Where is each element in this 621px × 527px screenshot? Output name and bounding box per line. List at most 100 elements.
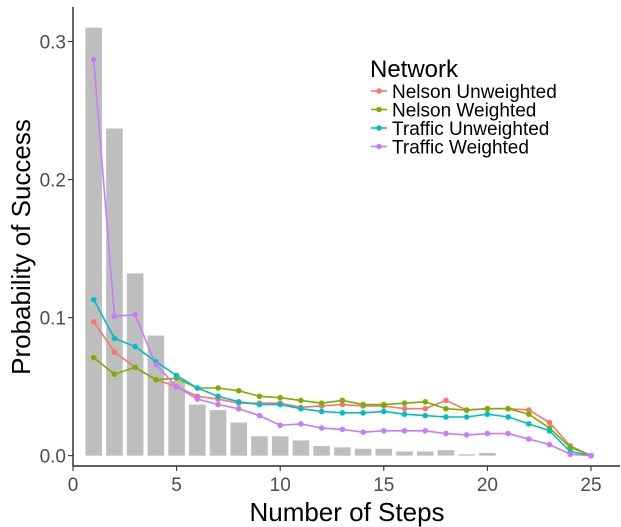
series-1-point-16 <box>401 400 408 406</box>
legend-label-0: Nelson Unweighted <box>392 82 557 103</box>
series-1-point-20 <box>484 405 491 412</box>
series-2-point-2 <box>111 335 118 342</box>
x-tick-label: 0 <box>68 475 79 496</box>
y-tick-label: 0.2 <box>40 171 66 192</box>
series-2-point-1 <box>90 296 97 303</box>
series-1-point-3 <box>132 364 138 371</box>
series-2-point-14 <box>360 410 366 416</box>
y-tick-label: 0.1 <box>40 309 66 330</box>
bar-step-1 <box>85 27 103 456</box>
series-2-point-7 <box>215 393 221 400</box>
series-0-point-18 <box>443 397 449 404</box>
x-tick-label: 20 <box>477 475 498 496</box>
bar-step-18 <box>437 450 455 456</box>
bar-step-13 <box>334 447 351 456</box>
series-1-point-14 <box>360 401 366 408</box>
legend-label-1: Nelson Weighted <box>392 101 536 122</box>
series-1-point-9 <box>256 393 263 400</box>
series-3-point-6 <box>194 396 201 402</box>
bars-layer <box>85 27 600 456</box>
series-3-point-17 <box>422 427 429 434</box>
bar-step-17 <box>416 451 434 456</box>
bar-step-20 <box>479 452 496 456</box>
series-0-point-2 <box>111 349 118 355</box>
series-3-point-14 <box>360 429 366 435</box>
series-1-point-24 <box>567 444 574 451</box>
series-1-point-22 <box>526 411 532 418</box>
series-3-point-22 <box>526 436 532 442</box>
y-tick-label: 0.0 <box>40 447 66 468</box>
bar-step-5 <box>168 381 185 456</box>
series-2-point-16 <box>401 411 408 418</box>
series-3-point-23 <box>546 441 553 448</box>
series-2-point-19 <box>463 414 470 420</box>
bar-step-2 <box>106 128 123 456</box>
series-1-point-18 <box>443 405 449 412</box>
x-tick-label: 15 <box>373 475 394 496</box>
series-3-point-12 <box>318 425 325 431</box>
series-3-point-5 <box>173 383 180 390</box>
series-1-point-21 <box>505 405 511 412</box>
series-2-point-23 <box>546 427 553 434</box>
bar-step-12 <box>313 445 330 456</box>
series-3-point-18 <box>443 430 449 437</box>
series-1-point-15 <box>380 401 387 408</box>
series-2-point-9 <box>256 401 263 408</box>
series-3-point-1 <box>90 56 97 63</box>
legend-key-point-2 <box>376 125 382 131</box>
series-1-point-12 <box>318 400 325 406</box>
bar-step-4 <box>147 335 165 456</box>
series-0-point-22 <box>526 407 532 413</box>
bar-step-6 <box>189 404 206 456</box>
series-3-point-9 <box>256 412 263 419</box>
x-tick-label: 25 <box>580 475 601 496</box>
bar-step-7 <box>209 410 227 456</box>
series-3-point-19 <box>463 432 470 438</box>
series-3-point-4 <box>153 361 159 368</box>
ticks-layer: 0 5 10 15 20 25 0.0 0.1 0.2 0.3 <box>40 33 602 496</box>
series-0-point-1 <box>90 318 97 325</box>
series-0-point-23 <box>546 419 553 426</box>
y-tick-label: 0.3 <box>40 33 66 54</box>
series-2-point-11 <box>298 405 304 412</box>
series-3-point-13 <box>339 426 346 433</box>
series-2-point-22 <box>526 421 532 427</box>
series-2-point-6 <box>194 385 201 391</box>
series-3-point-11 <box>298 421 304 427</box>
series-0-point-13 <box>339 401 346 408</box>
series-3-point-3 <box>132 312 138 318</box>
legend-title: Network <box>370 56 459 83</box>
legend-key-point-1 <box>376 106 382 113</box>
bar-step-14 <box>354 448 372 456</box>
series-2-point-10 <box>277 401 283 408</box>
series-2-point-17 <box>422 412 429 419</box>
bar-step-15 <box>375 448 393 456</box>
series-1-point-2 <box>111 371 118 378</box>
series-3-point-8 <box>235 405 242 412</box>
series-1-point-10 <box>277 394 283 401</box>
bar-step-11 <box>292 440 310 456</box>
y-axis-title: Probability of Success <box>6 119 36 375</box>
legend-key-point-3 <box>376 143 382 150</box>
series-1-point-17 <box>422 399 429 405</box>
series-1-point-19 <box>463 407 470 413</box>
series-2-point-8 <box>235 399 242 405</box>
legend-label-3: Traffic Weighted <box>392 138 529 159</box>
series-0-point-16 <box>401 405 408 412</box>
bar-step-8 <box>230 422 248 456</box>
axes-layer <box>72 7 620 467</box>
series-1-point-8 <box>235 387 242 394</box>
x-tick-label: 5 <box>171 475 182 496</box>
bar-step-10 <box>271 436 289 456</box>
series-2-point-20 <box>484 411 491 418</box>
series-2-point-18 <box>443 414 449 420</box>
bar-step-19 <box>458 454 475 456</box>
series-1-point-7 <box>215 385 221 391</box>
series-3-point-24 <box>567 451 574 458</box>
series-0-point-17 <box>422 405 429 412</box>
series-2-point-3 <box>132 343 138 350</box>
series-3-point-10 <box>277 422 283 429</box>
series-1-point-4 <box>153 376 159 383</box>
